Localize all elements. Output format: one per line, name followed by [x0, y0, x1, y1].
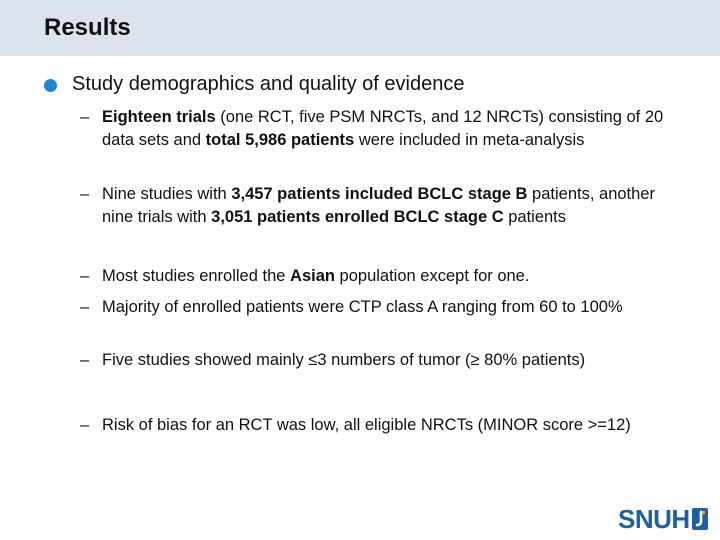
- text-run: Nine studies with: [102, 185, 232, 203]
- sub-bullet-5: – Five studies showed mainly ≤3 numbers …: [80, 349, 680, 372]
- snuh-logo-icon: [691, 508, 708, 530]
- dash-icon: –: [80, 298, 90, 316]
- bullet-heading: Study demographics and quality of eviden…: [72, 73, 465, 95]
- dash-icon: –: [80, 416, 90, 434]
- sub-bullet-4: – Majority of enrolled patients were CTP…: [80, 296, 680, 319]
- bullet-dot-icon: [44, 79, 57, 92]
- dash-icon: –: [80, 267, 90, 285]
- logo-text: SNUH: [618, 504, 690, 534]
- text-run: population except for one.: [334, 267, 530, 285]
- sub-bullet-1: – Eighteen trials (one RCT, five PSM NRC…: [80, 106, 680, 152]
- title-bar: Results: [0, 0, 720, 56]
- text-run: 3,051 patients enrolled BCLC stage C: [211, 208, 504, 226]
- sub-bullet-text: Majority of enrolled patients were CTP c…: [102, 296, 680, 319]
- dash-icon: –: [80, 185, 90, 203]
- sub-bullet-text: Risk of bias for an RCT was low, all eli…: [102, 414, 680, 437]
- page-title: Results: [44, 14, 131, 41]
- text-run: patients: [503, 208, 567, 226]
- sub-bullet-text: Most studies enrolled the Asian populati…: [102, 265, 680, 288]
- text-run: Most studies enrolled the: [102, 267, 291, 285]
- text-run: Risk of bias for an RCT was low, all eli…: [102, 416, 631, 434]
- text-run: Asian: [290, 267, 335, 285]
- sub-bullet-2: – Nine studies with 3,457 patients inclu…: [80, 183, 680, 229]
- text-run: patients, another nine trials with: [102, 185, 655, 226]
- sub-bullet-text: Eighteen trials (one RCT, five PSM NRCTs…: [102, 106, 680, 152]
- text-run: 3,457 patients included BCLC stage B: [231, 185, 528, 203]
- text-run: total 5,986 patients: [205, 131, 355, 149]
- dash-icon: –: [80, 108, 90, 126]
- text-run: Five studies showed mainly ≤3 numbers of…: [102, 351, 586, 369]
- text-run: Eighteen trials: [102, 108, 216, 126]
- dash-icon: –: [80, 351, 90, 369]
- sub-bullet-3: – Most studies enrolled the Asian popula…: [80, 265, 680, 288]
- snuh-logo: SNUH: [618, 506, 708, 532]
- text-run: Majority of enrolled patients were CTP c…: [102, 298, 623, 316]
- text-run: were included in meta-analysis: [354, 131, 585, 149]
- sub-bullet-6: – Risk of bias for an RCT was low, all e…: [80, 414, 680, 437]
- text-run: (one RCT, five PSM NRCTs, and 12 NRCTs) …: [102, 108, 664, 149]
- sub-bullet-text: Nine studies with 3,457 patients include…: [102, 183, 680, 229]
- sub-bullet-text: Five studies showed mainly ≤3 numbers of…: [102, 349, 680, 372]
